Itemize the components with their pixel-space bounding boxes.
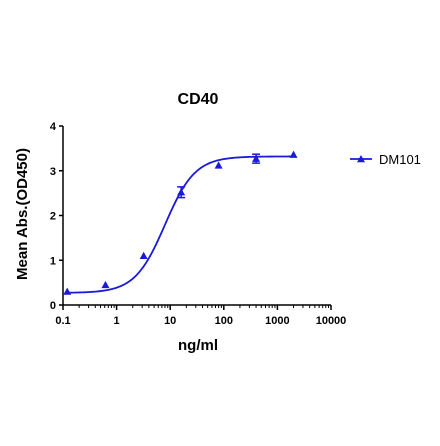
x-axis-title: ng/ml: [178, 337, 218, 354]
data-point: [63, 287, 72, 295]
fit-curve-layer: [67, 155, 294, 294]
y-tick-label: 4: [50, 121, 57, 133]
y-tick-label: 1: [50, 255, 56, 267]
x-tick-label: 100: [215, 315, 233, 327]
data-points: [63, 150, 298, 295]
legend-label: DM101: [379, 152, 421, 167]
legend: DM101: [350, 152, 421, 167]
y-tick-label: 0: [50, 300, 56, 312]
x-tick-label: 10000: [316, 315, 347, 327]
x-tick-label: 0.1: [55, 315, 70, 327]
x-tick-label: 1: [114, 315, 120, 327]
chart-title: CD40: [178, 91, 219, 108]
y-tick-label: 2: [50, 211, 56, 223]
data-point: [177, 188, 186, 196]
x-tick-label: 1000: [265, 315, 289, 327]
axes: 0 1 2 3 4 0.1 1 10 100 1000 10000: [50, 121, 346, 327]
data-point: [289, 150, 298, 158]
data-point: [252, 154, 261, 162]
data-point: [214, 161, 223, 169]
fit-curve: [67, 155, 294, 294]
data-point: [101, 280, 110, 289]
data-point: [139, 251, 148, 259]
legend-marker: [357, 155, 365, 163]
x-tick-label: 10: [164, 315, 176, 327]
y-tick-label: 3: [50, 166, 56, 178]
y-axis-title: Mean Abs.(OD450): [14, 148, 31, 280]
